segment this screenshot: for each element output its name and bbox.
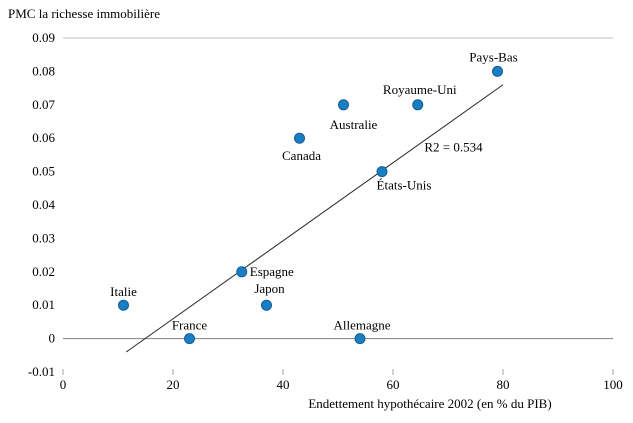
data-point (184, 333, 195, 345)
data-point (236, 266, 248, 278)
chart-title: PMC la richesse immobilière (8, 6, 161, 21)
y-tick-label: 0.07 (32, 97, 55, 112)
y-tick-label: 0.05 (32, 164, 55, 179)
point-label: Italie (110, 284, 137, 299)
y-tick-label: 0.04 (32, 197, 55, 212)
point-label: Pays-Bas (469, 49, 517, 64)
x-tick-label: 80 (497, 377, 510, 392)
point-label: Japon (254, 281, 285, 296)
x-tick-label: 60 (387, 377, 400, 392)
x-tick-label: 100 (603, 377, 623, 392)
point-label: Allemagne (333, 318, 390, 333)
data-point (412, 99, 424, 111)
y-tick-label: 0.01 (32, 297, 55, 312)
point-label: Australie (330, 117, 378, 132)
y-tick-label: 0 (49, 331, 56, 346)
point-label: France (172, 318, 208, 333)
data-point (376, 166, 388, 178)
y-tick-label: 0.09 (32, 30, 55, 45)
data-point (294, 132, 305, 144)
x-tick-label: 0 (60, 377, 67, 392)
y-tick-label: 0.06 (32, 130, 55, 145)
trend-line (125, 84, 504, 353)
y-tick-label: 0.02 (32, 264, 55, 279)
y-tick-label: -0.01 (28, 364, 55, 379)
data-point (338, 99, 349, 111)
point-label: Espagne (250, 264, 294, 279)
x-axis-title: Endettement hypothécaire 2002 (en % du P… (308, 396, 552, 411)
r-squared-label: R2 = 0.534 (424, 140, 483, 155)
point-label: Royaume-Uni (383, 82, 457, 97)
y-tick-label: 0.03 (32, 230, 55, 245)
data-point (261, 299, 272, 311)
data-point (492, 65, 503, 77)
x-tick-label: 20 (167, 377, 180, 392)
y-tick-label: 0.08 (32, 63, 55, 78)
data-point (118, 299, 129, 311)
point-label: Canada (282, 148, 321, 163)
data-point (354, 333, 366, 345)
x-tick-label: 40 (277, 377, 290, 392)
point-label: États-Unis (377, 178, 432, 193)
